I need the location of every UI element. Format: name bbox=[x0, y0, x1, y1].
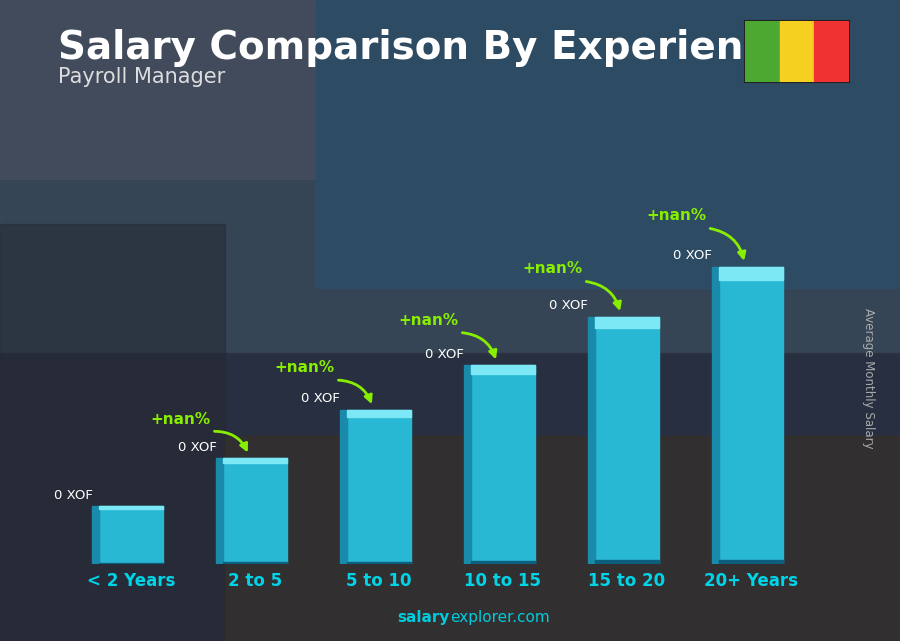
Text: 0 XOF: 0 XOF bbox=[177, 440, 216, 454]
Text: +nan%: +nan% bbox=[646, 208, 706, 223]
Bar bbox=[745, 21, 779, 82]
Text: explorer.com: explorer.com bbox=[450, 610, 550, 625]
Bar bbox=[225, 436, 900, 641]
Bar bbox=[471, 561, 536, 564]
Bar bbox=[216, 458, 223, 564]
Bar bbox=[99, 506, 164, 564]
Text: 0 XOF: 0 XOF bbox=[426, 347, 464, 361]
Bar bbox=[471, 365, 536, 564]
Text: 0 XOF: 0 XOF bbox=[549, 299, 589, 312]
Text: +nan%: +nan% bbox=[150, 412, 211, 426]
Text: +nan%: +nan% bbox=[523, 262, 582, 276]
Bar bbox=[0, 224, 225, 641]
Text: Average Monthly Salary: Average Monthly Salary bbox=[862, 308, 875, 449]
Text: 0 XOF: 0 XOF bbox=[302, 392, 340, 405]
Bar bbox=[464, 365, 471, 564]
Bar bbox=[595, 317, 659, 328]
Bar bbox=[223, 458, 287, 564]
Text: 0 XOF: 0 XOF bbox=[54, 489, 93, 502]
Bar bbox=[471, 365, 536, 374]
Bar bbox=[0, 0, 315, 179]
Bar bbox=[0, 0, 900, 353]
Bar bbox=[346, 562, 411, 564]
Bar bbox=[99, 506, 164, 509]
Text: 0 XOF: 0 XOF bbox=[673, 249, 712, 262]
Bar bbox=[779, 21, 814, 82]
Text: +nan%: +nan% bbox=[399, 313, 459, 328]
Bar bbox=[718, 267, 783, 564]
Text: Payroll Manager: Payroll Manager bbox=[58, 67, 226, 87]
Bar bbox=[346, 410, 411, 417]
Text: +nan%: +nan% bbox=[274, 360, 335, 375]
Text: Salary Comparison By Experience: Salary Comparison By Experience bbox=[58, 29, 793, 67]
Bar bbox=[814, 21, 849, 82]
Bar bbox=[0, 353, 900, 641]
Bar bbox=[712, 267, 718, 564]
Bar bbox=[595, 317, 659, 564]
Text: salary: salary bbox=[398, 610, 450, 625]
Bar bbox=[93, 506, 99, 564]
Bar bbox=[589, 317, 595, 564]
Bar bbox=[223, 458, 287, 463]
Bar bbox=[595, 560, 659, 564]
Bar bbox=[340, 410, 346, 564]
Bar bbox=[718, 560, 783, 564]
Bar bbox=[99, 563, 164, 564]
Bar bbox=[223, 563, 287, 564]
Bar bbox=[718, 267, 783, 280]
Bar bbox=[346, 410, 411, 564]
Bar bbox=[315, 0, 900, 288]
